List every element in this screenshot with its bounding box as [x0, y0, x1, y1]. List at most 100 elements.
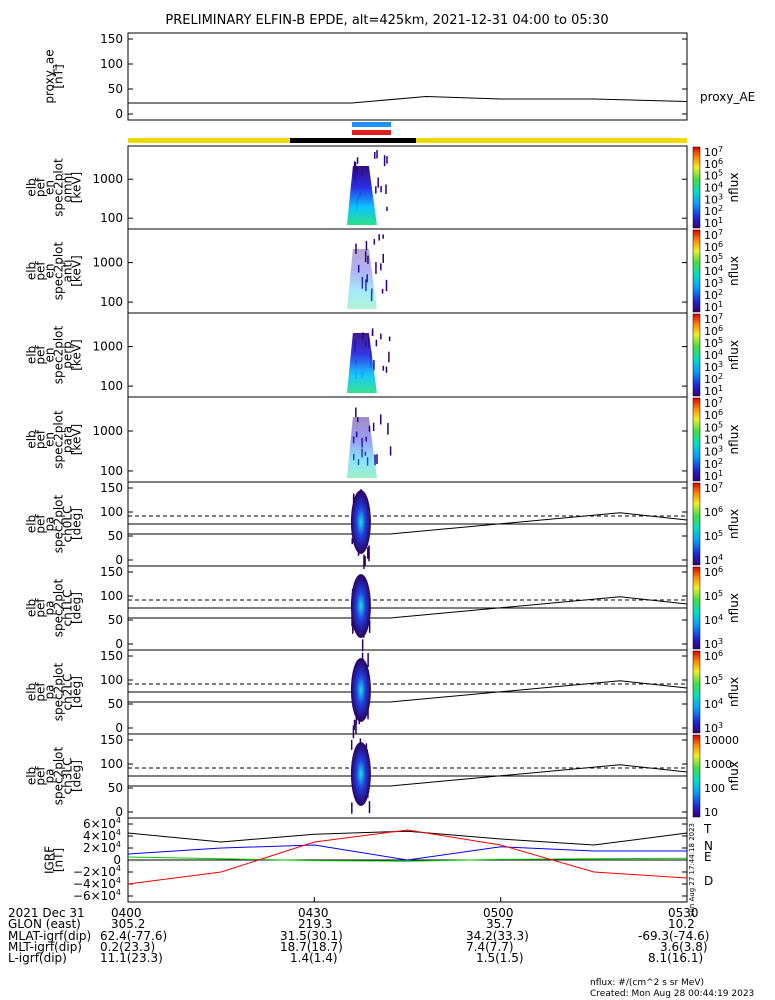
- pa-blob: [351, 574, 371, 638]
- colorbar-label: nflux: [727, 256, 741, 286]
- pa-pixel: [367, 653, 369, 667]
- colorbar-tick-exponent: 5: [718, 673, 723, 682]
- y-tick-label: 150: [100, 733, 123, 747]
- spectrogram-blob: [347, 249, 377, 309]
- colorbar-tick-exponent: 3: [718, 721, 723, 730]
- y-tick-label: 150: [100, 565, 123, 579]
- colorbar-tick-label: 107: [704, 481, 723, 495]
- colorbar-tick-exponent: 7: [718, 145, 723, 154]
- colorbar-tick-exponent: 6: [718, 505, 723, 514]
- spectrogram-pixel: [373, 423, 375, 431]
- colorbar-tick-exponent: 5: [718, 336, 723, 345]
- y-tick-exponent: 4: [116, 876, 121, 885]
- spectrogram-pixel: [382, 289, 384, 294]
- igrf-legend-T: T: [703, 822, 712, 836]
- colorbar-tick-exponent: 1: [718, 469, 723, 478]
- colorbar-label: nflux: [727, 425, 741, 455]
- colorbar-tick-label: 104: [704, 697, 723, 711]
- igrf-line-T: [128, 831, 687, 845]
- colorbar-label: nflux: [727, 677, 741, 707]
- colorbar-tick-exponent: 6: [718, 240, 723, 249]
- spectrogram-pixel: [376, 340, 378, 347]
- colorbar-tick-exponent: 3: [718, 276, 723, 285]
- panel-frame: [128, 229, 687, 313]
- spectrogram-pixel: [386, 207, 388, 211]
- pa-lines-ch3LC: [128, 738, 687, 813]
- pa-blob: [351, 658, 371, 722]
- colorbar-tick-exponent: 7: [718, 312, 723, 321]
- y-tick-label: 1000: [92, 424, 123, 438]
- pa-lines-ch2LC: [128, 653, 687, 739]
- spectrogram-pixel: [387, 423, 389, 435]
- y-tick-label: 100: [100, 464, 123, 478]
- colorbar-tick-label: 106: [704, 565, 723, 579]
- colorbar-tick-label: 104: [704, 613, 723, 627]
- pa-lines-ch1LC: [128, 574, 687, 651]
- igrf-line-N: [128, 845, 687, 860]
- y-tick-label: 150: [100, 32, 123, 46]
- y-tick-label: 50: [108, 82, 123, 96]
- colorbar: [693, 567, 700, 649]
- spectrogram-pixel: [386, 367, 388, 373]
- units-note: nflux: #/(cm^2 s sr MeV): [590, 978, 771, 988]
- y-tick-label: −6×104: [73, 888, 121, 903]
- colorbar-tick-exponent: 1: [718, 216, 723, 225]
- y-tick-label: 0: [115, 107, 123, 121]
- spectrogram-para: [347, 408, 391, 478]
- spectrogram-pixel: [372, 331, 374, 336]
- created-note: Created: Mon Aug 28 00:44:19 2023: [590, 989, 771, 999]
- spectrogram-pixel: [385, 184, 387, 194]
- y-tick-label: 50: [108, 697, 123, 711]
- y-tick-label: 100: [100, 673, 123, 687]
- y-tick-exponent: 4: [116, 888, 121, 897]
- y-tick-label: 100: [100, 295, 123, 309]
- y-axis-label: [nT]: [52, 848, 66, 872]
- y-tick-label: 1000: [92, 256, 123, 270]
- colorbar-tick-exponent: 4: [718, 613, 723, 622]
- y-axis-label: [nT]: [52, 64, 66, 88]
- panel-frame: [128, 397, 687, 482]
- y-tick-label: 1000: [92, 340, 123, 354]
- spectrogram-pixel: [388, 352, 390, 363]
- spectrogram-pixel: [384, 155, 386, 166]
- spectrogram-pixel: [355, 408, 357, 418]
- igrf-legend-D: D: [704, 874, 713, 888]
- spectrogram-pixel: [357, 157, 359, 164]
- epd-electron-bar: [352, 130, 391, 135]
- colorbar: [693, 398, 700, 481]
- colorbar-tick-exponent: 4: [718, 433, 723, 442]
- colorbar-label: nflux: [727, 340, 741, 370]
- spectrogram-pixel: [389, 336, 391, 341]
- spectrogram-pixel: [376, 150, 378, 158]
- colorbar: [693, 651, 700, 733]
- plot-title: PRELIMINARY ELFIN-B EPDE, alt=425km, 202…: [165, 13, 608, 28]
- spectrogram-pixel: [390, 446, 392, 455]
- colorbar-tick-exponent: 3: [718, 637, 723, 646]
- spectrogram-pixel: [383, 366, 385, 371]
- y-axis-label: [keV]: [70, 255, 84, 286]
- panel-omni: elbpefenspec2plotomni[keV] 10001001071061…: [25, 145, 742, 230]
- colorbar-tick-exponent: 3: [718, 360, 723, 369]
- pa-lines-ch0LC: [128, 489, 687, 569]
- spectrogram-pixel: [376, 454, 378, 464]
- row-value: 8.1(16.1): [648, 953, 703, 964]
- spectrogram-pixel: [380, 186, 382, 192]
- spectrogram-pixel: [383, 254, 385, 263]
- y-tick-exponent: 4: [116, 816, 121, 825]
- spectrogram-perp: [347, 328, 390, 393]
- colorbar-tick-exponent: 1: [718, 384, 723, 393]
- colorbar-tick-exponent: 6: [718, 157, 723, 166]
- spectrogram-blob: [347, 417, 377, 478]
- spectrogram-pixel: [375, 262, 377, 274]
- colorbar-tick-exponent: 4: [718, 553, 723, 562]
- colorbar: [693, 735, 700, 817]
- colorbar: [693, 483, 700, 565]
- spectrogram-pixel: [380, 263, 382, 270]
- igrf-legend-E: E: [704, 850, 712, 864]
- colorbar-tick-exponent: 4: [718, 697, 723, 706]
- spectrogram-anti: [347, 234, 387, 309]
- y-tick-exponent: 4: [116, 840, 121, 849]
- colorbar: [693, 314, 700, 396]
- colorbar-tick-label: 100: [704, 782, 725, 795]
- panel-anti: elbpefenspec2plotanti[keV] 10001001071061…: [25, 228, 742, 314]
